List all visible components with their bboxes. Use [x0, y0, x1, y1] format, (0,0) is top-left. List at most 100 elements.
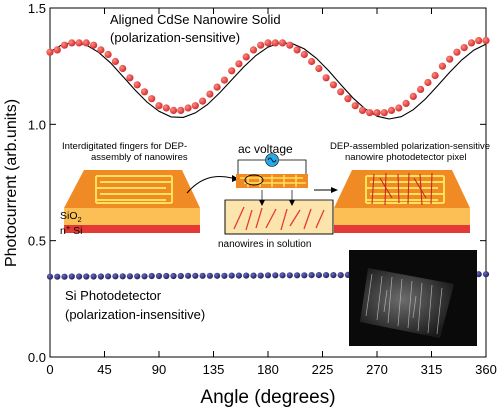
solution-label: nanowires in solution — [218, 239, 311, 250]
data-point-series-0 — [460, 44, 468, 52]
data-point-series-0 — [467, 39, 476, 47]
ac-voltage-label: ac voltage — [238, 142, 293, 156]
data-point-series-0 — [387, 106, 396, 114]
y-tick-label: 1.5 — [28, 1, 46, 16]
data-point-series-0 — [126, 74, 134, 82]
data-point-series-0 — [206, 90, 214, 98]
data-point-series-0 — [329, 81, 337, 89]
y-tick-label: 0.0 — [28, 350, 46, 365]
data-point-series-0 — [82, 39, 90, 47]
arrow-to-pixel-head — [331, 187, 338, 193]
data-point-series-1 — [272, 272, 279, 279]
data-point-series-0 — [90, 41, 98, 49]
data-point-series-1 — [126, 273, 133, 280]
data-point-series-1 — [119, 273, 126, 280]
data-point-series-1 — [199, 272, 206, 279]
data-point-series-0 — [453, 48, 461, 56]
data-point-series-0 — [162, 104, 170, 112]
data-point-series-1 — [141, 273, 148, 280]
data-point-series-1 — [294, 272, 301, 279]
data-point-series-0 — [140, 88, 149, 96]
data-point-series-1 — [482, 271, 490, 278]
data-point-series-1 — [206, 272, 213, 279]
data-point-series-0 — [395, 104, 403, 112]
data-point-series-0 — [293, 46, 301, 54]
data-point-series-1 — [76, 273, 83, 280]
data-point-series-1 — [337, 272, 344, 279]
data-point-series-1 — [250, 272, 257, 279]
x-tick-label: 90 — [152, 362, 166, 377]
data-point-series-1 — [228, 272, 235, 279]
series-line-fit — [49, 41, 487, 120]
x-tick-label: 225 — [312, 362, 334, 377]
data-point-series-1 — [155, 272, 163, 280]
y-tick-label: 0.5 — [28, 234, 46, 249]
data-point-series-1 — [54, 273, 61, 280]
data-point-series-1 — [97, 273, 104, 280]
data-point-series-1 — [177, 272, 184, 280]
data-point-series-0 — [271, 39, 279, 47]
data-point-series-1 — [83, 273, 90, 280]
y-tick-label: 1.0 — [28, 117, 46, 132]
data-point-series-0 — [119, 64, 127, 73]
data-point-series-1 — [475, 271, 482, 278]
data-point-series-0 — [220, 76, 228, 84]
ac-wires — [237, 159, 307, 174]
data-point-series-1 — [257, 272, 264, 279]
inset-step1-title-2: assembly of nanowires — [91, 152, 188, 163]
data-point-series-0 — [68, 39, 76, 47]
data-point-series-0 — [264, 39, 272, 47]
arrow-to-solution-head — [232, 175, 239, 182]
data-point-series-0 — [249, 46, 258, 54]
data-point-series-0 — [213, 83, 221, 91]
x-tick-label: 45 — [97, 362, 111, 377]
data-point-series-1 — [323, 272, 330, 279]
data-point-series-0 — [228, 67, 236, 75]
x-tick-label: 0 — [46, 362, 53, 377]
data-point-series-1 — [46, 273, 54, 280]
data-point-series-0 — [424, 78, 432, 87]
chip-assembled-pixel — [334, 170, 470, 233]
data-point-series-0 — [409, 92, 417, 100]
data-point-series-0 — [337, 88, 345, 96]
data-point-series-1 — [185, 272, 192, 279]
axis-ticks: 0 45 90 135 180 225 270 315 360 0.0 0.5 1.0 1.5 — [28, 1, 497, 377]
data-point-series-0 — [235, 60, 243, 68]
data-point-series-0 — [60, 41, 69, 49]
data-point-series-0 — [351, 102, 359, 110]
x-axis-label: Angle (degrees) — [200, 387, 335, 408]
data-point-series-1 — [90, 273, 97, 280]
data-point-series-0 — [417, 85, 425, 93]
data-point-series-0 — [104, 50, 112, 59]
x-tick-label: 180 — [257, 362, 279, 377]
data-point-series-0 — [315, 64, 323, 73]
annotation-si-subtitle: (polarization-insensitive) — [65, 307, 205, 322]
chip-interdigitated-electrodes — [64, 170, 200, 233]
data-point-series-0 — [308, 57, 316, 66]
data-point-series-0 — [53, 46, 61, 54]
data-point-series-1 — [170, 272, 177, 280]
nanowires-in-solution — [233, 206, 325, 231]
data-point-series-0 — [344, 95, 352, 103]
data-point-series-1 — [61, 273, 68, 280]
data-point-series-1 — [163, 272, 170, 280]
data-point-series-0 — [286, 41, 294, 49]
data-point-series-1 — [286, 272, 293, 279]
data-point-series-0 — [191, 102, 199, 110]
data-point-series-0 — [111, 57, 119, 66]
x-tick-label: 135 — [203, 362, 225, 377]
x-tick-label: 270 — [366, 362, 388, 377]
data-point-series-0 — [184, 104, 192, 112]
inset-step1-title-1: Interdigitated fingers for DEP- — [62, 141, 187, 152]
data-point-series-0 — [446, 55, 454, 63]
data-point-series-1 — [235, 272, 242, 279]
data-point-series-1 — [308, 272, 315, 279]
zoom-ellipse — [244, 174, 264, 186]
data-point-series-0 — [438, 62, 446, 70]
data-point-series-0 — [199, 97, 207, 105]
data-point-series-1 — [243, 272, 250, 279]
annotation-nanowire-subtitle: (polarization-sensitive) — [110, 30, 240, 45]
x-tick-label: 360 — [475, 362, 497, 377]
sio2-label: SiO2 — [60, 210, 82, 224]
data-point-series-1 — [192, 272, 199, 279]
